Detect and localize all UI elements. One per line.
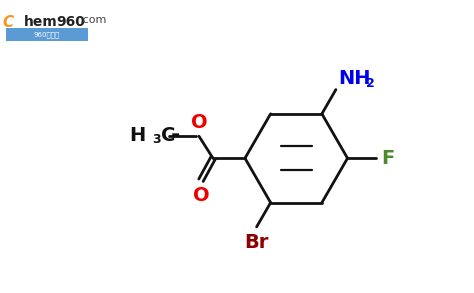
Text: H: H	[130, 126, 146, 145]
Text: Br: Br	[245, 233, 269, 252]
Text: C: C	[2, 15, 14, 30]
Text: O: O	[191, 113, 207, 132]
Text: 960: 960	[56, 15, 85, 29]
Text: 3: 3	[152, 133, 161, 146]
Text: F: F	[382, 149, 395, 168]
Text: 960化工网: 960化工网	[34, 31, 60, 38]
Text: .com: .com	[80, 15, 108, 25]
Text: C: C	[161, 126, 175, 145]
Text: hem: hem	[24, 15, 58, 29]
Text: O: O	[192, 186, 210, 205]
Text: 2: 2	[366, 76, 374, 90]
FancyBboxPatch shape	[6, 28, 88, 41]
Text: NH: NH	[338, 69, 370, 88]
Text: -: -	[170, 125, 180, 145]
